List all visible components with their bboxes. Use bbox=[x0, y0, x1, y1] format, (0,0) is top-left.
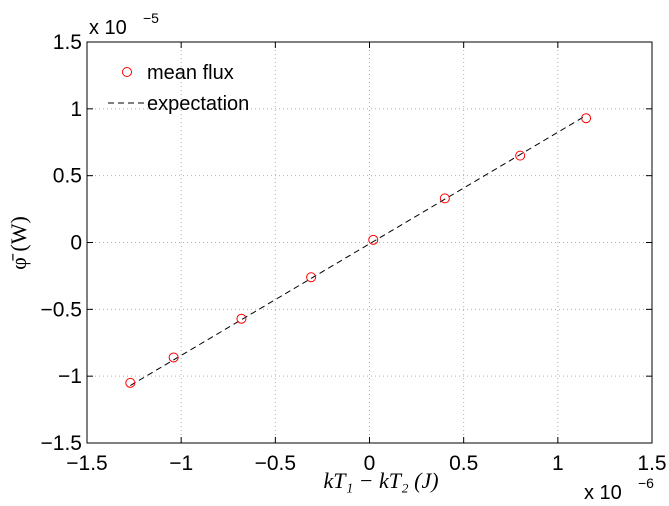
y-axis-multiplier: x 10 bbox=[89, 17, 127, 39]
x-tick-label: −1 bbox=[169, 452, 193, 475]
x-axis-multiplier: x 10 bbox=[584, 482, 622, 504]
legend-label-mean-flux: mean flux bbox=[147, 62, 234, 84]
series-layer bbox=[125, 113, 592, 388]
mean-flux-point bbox=[439, 193, 450, 204]
mean-flux-point bbox=[168, 352, 179, 363]
mean-flux-point bbox=[581, 113, 592, 124]
mean-flux-point bbox=[236, 313, 247, 324]
expectation-line bbox=[130, 115, 587, 386]
y-tick-label: 0.5 bbox=[53, 165, 82, 188]
y-tick-label: −1 bbox=[58, 365, 82, 388]
y-tick-label: 1 bbox=[70, 98, 82, 121]
legend: mean flux expectation bbox=[108, 62, 249, 115]
y-tick-label: −1.5 bbox=[41, 432, 82, 455]
legend-label-expectation: expectation bbox=[147, 93, 249, 115]
x-tick-label: 0.5 bbox=[449, 452, 478, 475]
y-tick-label: 0 bbox=[70, 232, 82, 255]
legend-marker-mean-flux bbox=[122, 67, 132, 77]
mean-flux-point bbox=[515, 150, 526, 161]
mean-flux-point bbox=[125, 377, 136, 388]
ticks: −1.5 −1 −0.5 0 0.5 1 1.5 −1.5 −1 −0.5 0 0.5 1 1.5 bbox=[41, 31, 667, 475]
mean-flux-point bbox=[306, 272, 317, 283]
x-tick-label: 1.5 bbox=[637, 452, 666, 475]
x-tick-label: 1 bbox=[552, 452, 564, 475]
y-axis-label: φ̄ (W) bbox=[6, 216, 31, 270]
y-tick-label: 1.5 bbox=[53, 31, 82, 54]
y-axis-exponent: −5 bbox=[143, 10, 159, 26]
mean-flux-point bbox=[368, 234, 379, 245]
x-axis-label: kT₁ − kT₂ (J) bbox=[323, 468, 438, 493]
y-tick-label: −0.5 bbox=[41, 298, 82, 321]
x-axis-exponent: −6 bbox=[638, 475, 654, 491]
x-tick-label: −0.5 bbox=[255, 452, 296, 475]
x-tick-label: 0 bbox=[364, 452, 376, 475]
x-tick-label: −1.5 bbox=[66, 452, 107, 475]
